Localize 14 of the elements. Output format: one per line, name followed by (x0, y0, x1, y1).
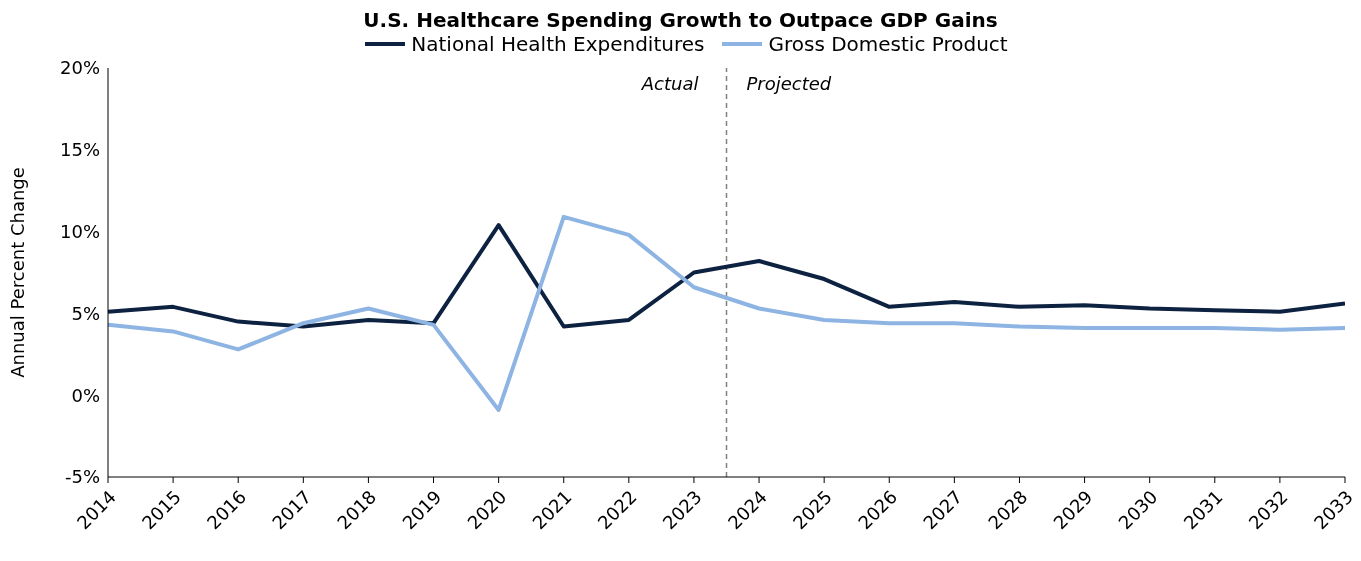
y-tick-label: -5% (64, 466, 100, 488)
legend-label: Gross Domestic Product (768, 32, 1008, 56)
y-tick-label: 10% (59, 220, 100, 242)
y-axis-title: Annual Percent Change (7, 167, 29, 378)
y-tick-label: 5% (71, 302, 100, 324)
legend-label: National Health Expenditures (411, 32, 705, 56)
chart-title: U.S. Healthcare Spending Growth to Outpace GDP Gains (362, 8, 999, 32)
line-series (108, 223, 1345, 329)
y-tick-label: 20% (59, 57, 100, 79)
line-series (108, 214, 1345, 412)
annotation: Actual (640, 73, 699, 94)
annotation: Projected (746, 73, 832, 94)
y-tick-label: 15% (59, 139, 100, 161)
y-tick-label: 0% (71, 384, 100, 406)
